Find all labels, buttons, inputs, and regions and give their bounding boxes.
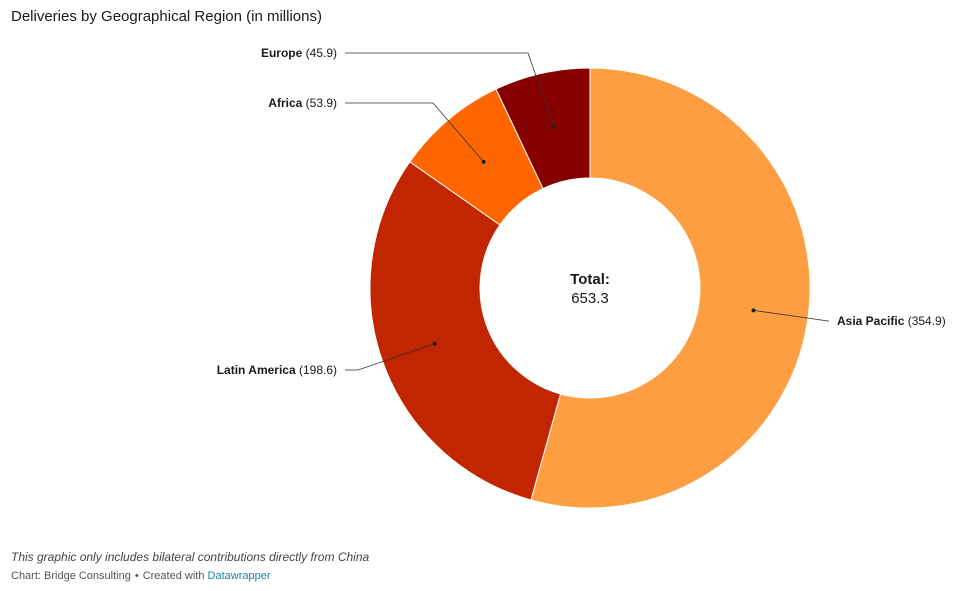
created-with-text: Created with [142, 570, 205, 582]
leader-line-africa [345, 102, 484, 163]
slice-label-name: Europe [261, 46, 303, 60]
leader-line-latin-america [345, 343, 435, 371]
slice-europe[interactable] [495, 67, 591, 190]
source-text: Chart: Bridge Consulting [11, 570, 131, 582]
slice-label-name: Africa [268, 96, 302, 110]
slice-label-name: Latin America [217, 363, 296, 377]
slice-label-asia-pacific: Asia Pacific (354.9) [837, 314, 946, 328]
slice-asia-pacific[interactable] [530, 67, 811, 509]
center-total-label: Total: [570, 271, 610, 288]
leader-dot-asia-pacific [751, 308, 756, 313]
center-total-value: 653.3 [571, 290, 609, 307]
datawrapper-link[interactable]: Datawrapper [207, 570, 271, 582]
leader-line-europe [345, 52, 555, 128]
leader-dot-latin-america [432, 341, 437, 346]
slice-label-value: (354.9) [904, 314, 945, 328]
slice-label-value: (45.9) [302, 46, 337, 60]
slice-latin-america[interactable] [369, 161, 562, 501]
leader-dot-africa [481, 159, 486, 164]
chart-footer: Chart: Bridge Consulting • Created with Da… [11, 570, 271, 582]
slice-labels: Asia Pacific (354.9) Latin America (198.6… [217, 46, 946, 377]
footer-separator: • [134, 570, 139, 582]
slice-label-value: (53.9) [302, 96, 337, 110]
slice-label-name: Asia Pacific [837, 314, 905, 328]
chart-notes: This graphic only includes bilateral con… [11, 550, 370, 564]
leader-lines [345, 52, 829, 371]
donut-slices [369, 67, 811, 509]
leader-dot-europe [551, 125, 556, 130]
chart-title: Deliveries by Geographical Region (in mi… [11, 8, 322, 25]
slice-label-europe: Europe (45.9) [261, 46, 337, 60]
leader-line-asia-pacific [753, 309, 829, 322]
slice-label-africa: Africa (53.9) [268, 96, 337, 110]
slice-label-latin-america: Latin America (198.6) [217, 363, 337, 377]
slice-label-value: (198.6) [296, 363, 337, 377]
